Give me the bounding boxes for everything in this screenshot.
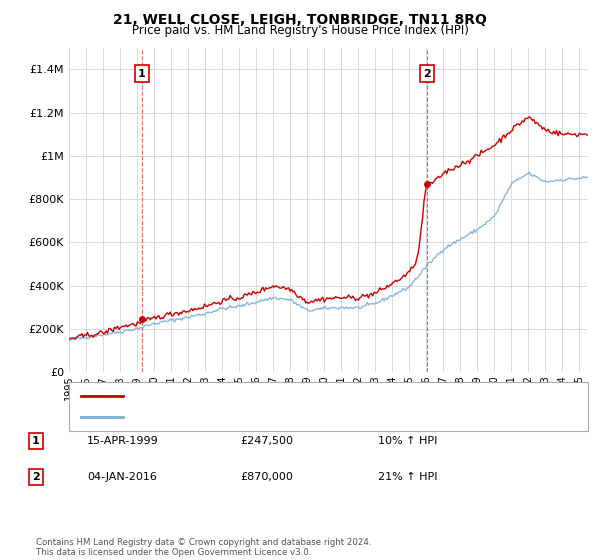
Text: 2: 2 — [32, 472, 40, 482]
Text: 21, WELL CLOSE, LEIGH, TONBRIDGE, TN11 8RQ (detached house): 21, WELL CLOSE, LEIGH, TONBRIDGE, TN11 8… — [132, 391, 478, 401]
Text: Contains HM Land Registry data © Crown copyright and database right 2024.
This d: Contains HM Land Registry data © Crown c… — [36, 538, 371, 557]
Text: 1: 1 — [138, 68, 146, 78]
Text: 2: 2 — [422, 68, 430, 78]
Text: Price paid vs. HM Land Registry's House Price Index (HPI): Price paid vs. HM Land Registry's House … — [131, 24, 469, 37]
Text: 15-APR-1999: 15-APR-1999 — [87, 436, 159, 446]
Text: HPI: Average price, detached house, Sevenoaks: HPI: Average price, detached house, Seve… — [132, 412, 382, 422]
Text: 1: 1 — [32, 436, 40, 446]
Text: 21, WELL CLOSE, LEIGH, TONBRIDGE, TN11 8RQ: 21, WELL CLOSE, LEIGH, TONBRIDGE, TN11 8… — [113, 13, 487, 27]
Text: 10% ↑ HPI: 10% ↑ HPI — [378, 436, 437, 446]
Text: 04-JAN-2016: 04-JAN-2016 — [87, 472, 157, 482]
Text: £870,000: £870,000 — [240, 472, 293, 482]
Text: £247,500: £247,500 — [240, 436, 293, 446]
Text: 21% ↑ HPI: 21% ↑ HPI — [378, 472, 437, 482]
